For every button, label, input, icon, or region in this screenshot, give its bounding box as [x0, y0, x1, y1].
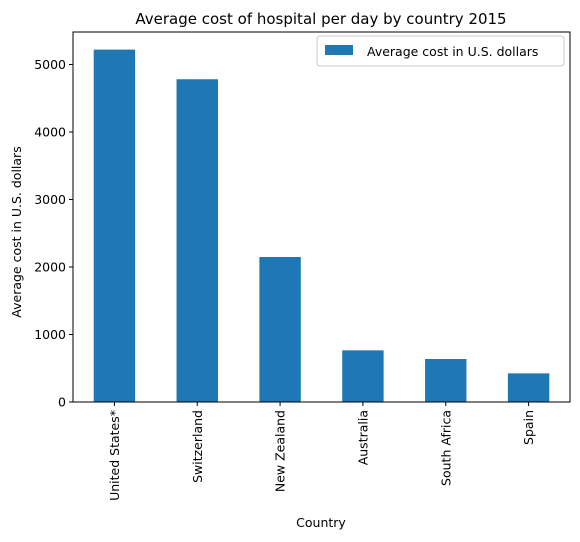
x-tick-label-2: New Zealand — [273, 410, 288, 492]
bar-4 — [425, 358, 467, 402]
chart-title: Average cost of hospital per day by coun… — [135, 10, 506, 28]
x-tick-label-3: Australia — [355, 410, 370, 465]
legend: Average cost in U.S. dollars — [316, 35, 565, 67]
x-axis-label: Country — [296, 515, 346, 530]
legend-entry: Average cost in U.S. dollars — [367, 44, 538, 59]
y-tick-label-1: 1000 — [34, 327, 66, 342]
x-tick-label-5: Spain — [521, 410, 536, 445]
bar-0 — [93, 49, 136, 402]
y-tick-label-2: 2000 — [34, 259, 66, 274]
y-tick-label-0: 0 — [58, 395, 66, 410]
legend-swatch — [325, 45, 353, 55]
y-tick-label-5: 5000 — [34, 57, 66, 72]
bar-1 — [176, 79, 218, 402]
y-axis-label: Average cost in U.S. dollars — [9, 146, 24, 317]
bar-2 — [259, 256, 301, 402]
plot-area: 0 1000 2000 3000 4000 5000 United States* Switz… — [34, 31, 571, 501]
x-tick-label-0: United States* — [107, 410, 122, 501]
y-tick-label-4: 4000 — [34, 124, 66, 139]
x-tick-label-4: South Africa — [438, 410, 453, 486]
legend-frame — [316, 35, 565, 67]
bar-5 — [507, 373, 550, 402]
x-tick-label-1: Switzerland — [190, 410, 205, 483]
bar-3 — [342, 350, 384, 402]
y-tick-label-3: 3000 — [34, 192, 66, 207]
plot-frame — [72, 31, 571, 403]
